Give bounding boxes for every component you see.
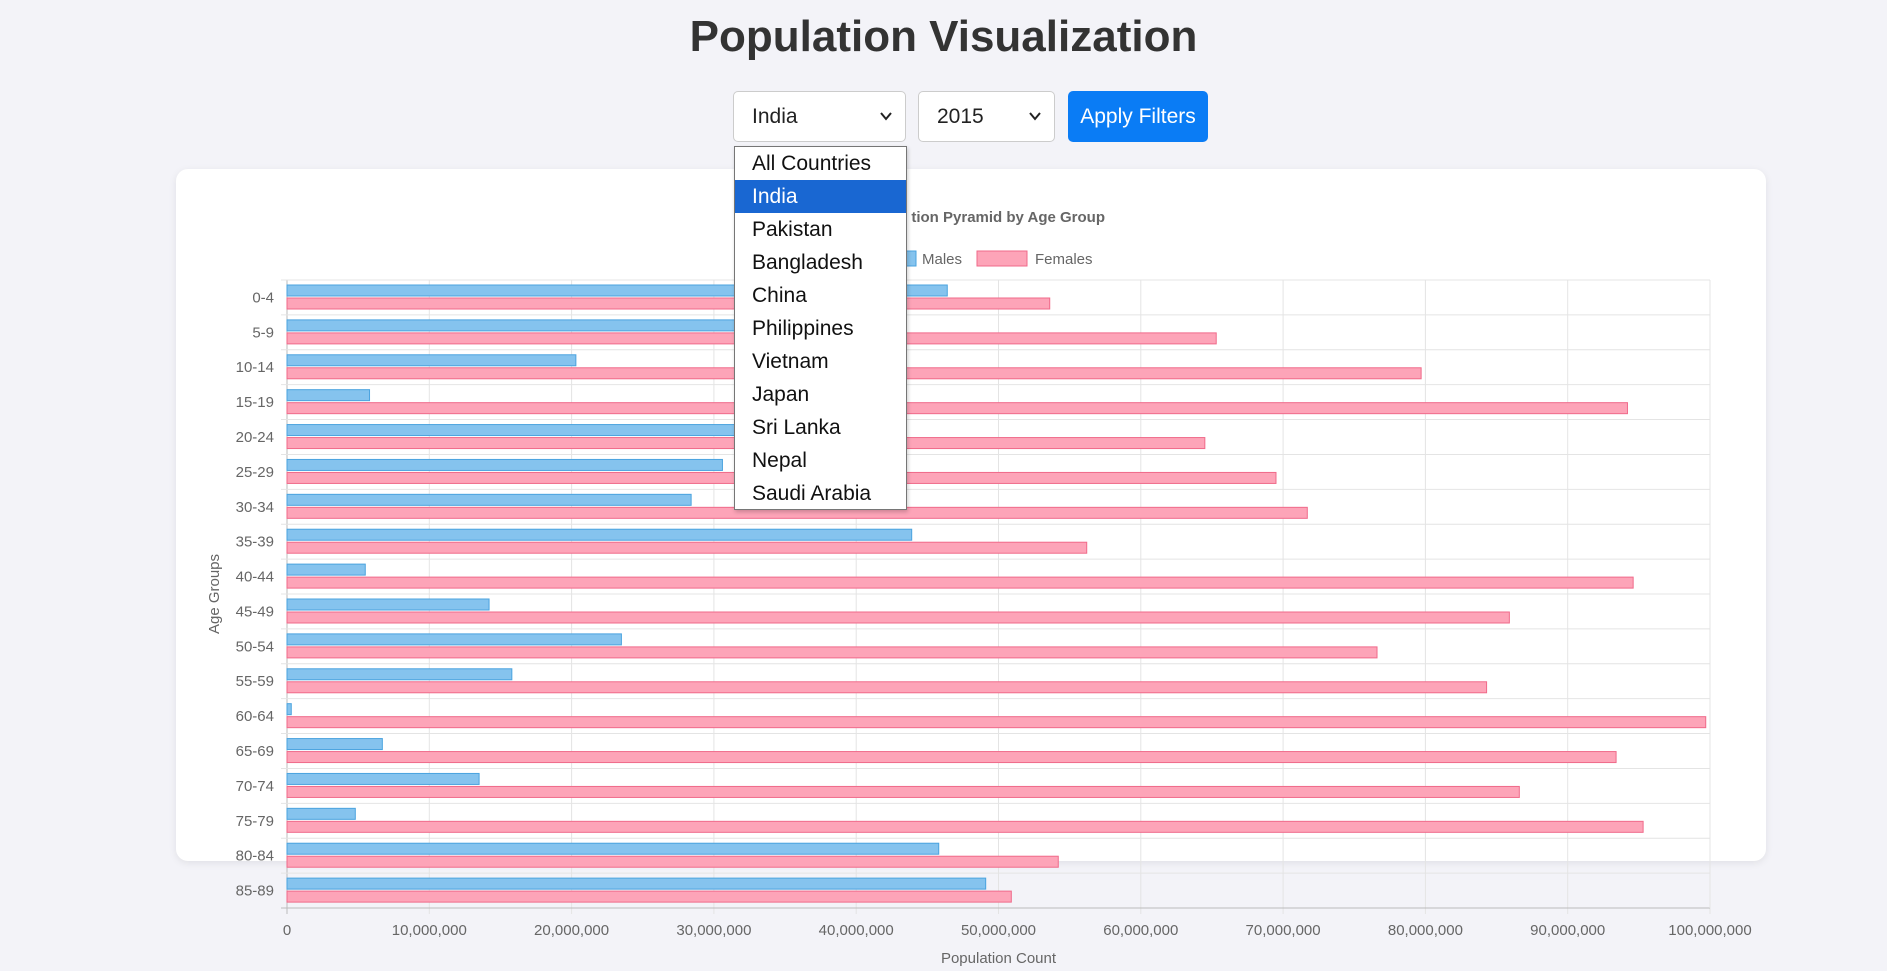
female-bar	[286, 611, 1510, 624]
male-bar	[286, 807, 356, 820]
y-tick-label: 20-24	[236, 429, 274, 446]
x-tick-label: 90,000,000	[1530, 922, 1605, 939]
y-tick-label: 50-54	[236, 638, 274, 655]
x-tick-label: 20,000,000	[534, 922, 609, 939]
male-bar	[286, 703, 292, 716]
male-bar	[286, 319, 800, 332]
male-bar	[286, 668, 513, 681]
chart-title: tion Pyramid by Age Group	[911, 209, 1105, 226]
x-tick-label: 10,000,000	[392, 922, 467, 939]
y-tick-label: 5-9	[252, 324, 274, 341]
male-bar	[286, 877, 987, 890]
country-option[interactable]: Pakistan	[752, 218, 833, 241]
country-option[interactable]: Bangladesh	[752, 251, 863, 274]
y-tick-label: 85-89	[236, 883, 274, 900]
male-bar	[286, 563, 366, 576]
y-tick-label: 75-79	[236, 813, 274, 830]
country-option[interactable]: Philippines	[752, 317, 854, 340]
country-select-value: India	[752, 104, 798, 128]
male-bar	[286, 738, 383, 751]
country-option[interactable]: Japan	[752, 383, 810, 406]
country-option[interactable]: All Countries	[752, 152, 872, 175]
country-dropdown-list[interactable]: All Countries India Pakistan Bangladesh …	[734, 146, 907, 510]
chevron-down-icon	[880, 112, 892, 121]
y-tick-label: 35-39	[236, 534, 274, 551]
y-tick-label: 0-4	[252, 289, 274, 306]
x-tick-label: 60,000,000	[1103, 922, 1178, 939]
x-tick-label: 0	[283, 922, 291, 939]
male-bar	[286, 389, 371, 402]
country-option[interactable]: Vietnam	[752, 350, 829, 373]
chevron-down-icon	[1029, 112, 1041, 121]
female-bar	[286, 716, 1707, 729]
male-bar	[286, 424, 772, 437]
x-tick-label: 50,000,000	[961, 922, 1036, 939]
page-title: Population Visualization	[689, 12, 1198, 61]
x-tick-label: 70,000,000	[1246, 922, 1321, 939]
country-option[interactable]: Saudi Arabia	[752, 482, 872, 505]
y-axis-title: Age Groups	[206, 554, 223, 634]
female-bar	[286, 751, 1617, 764]
y-tick-label: 10-14	[236, 359, 274, 376]
year-select[interactable]: 2015	[918, 91, 1055, 142]
female-bar	[286, 576, 1634, 589]
x-tick-label: 80,000,000	[1388, 922, 1463, 939]
legend-label-females: Females	[1035, 251, 1093, 268]
country-option-selected[interactable]: India	[735, 180, 906, 213]
female-bar	[286, 541, 1088, 554]
country-option[interactable]: China	[752, 284, 807, 307]
female-bar	[286, 402, 1628, 415]
y-tick-label: 25-29	[236, 464, 274, 481]
y-tick-label: 65-69	[236, 743, 274, 760]
male-bar	[286, 633, 622, 646]
female-bar	[286, 855, 1059, 868]
y-tick-label: 80-84	[236, 848, 274, 865]
y-tick-label: 60-64	[236, 708, 274, 725]
country-option[interactable]: Nepal	[752, 449, 807, 472]
male-bar	[286, 284, 948, 297]
legend-label-males: Males	[922, 251, 962, 268]
legend-swatch-females	[976, 250, 1028, 267]
female-bar	[286, 297, 1051, 310]
country-option[interactable]: Sri Lanka	[752, 416, 841, 439]
male-bar	[286, 493, 692, 506]
country-select[interactable]: India	[733, 91, 906, 142]
female-bar	[286, 785, 1520, 798]
apply-filters-button[interactable]: Apply Filters	[1068, 91, 1208, 142]
male-bar	[286, 772, 480, 785]
x-tick-label: 100,000,000	[1668, 922, 1751, 939]
male-bar	[286, 598, 490, 611]
male-bar	[286, 528, 913, 541]
female-bar	[286, 820, 1644, 833]
x-tick-label: 40,000,000	[819, 922, 894, 939]
y-tick-label: 15-19	[236, 394, 274, 411]
year-select-value: 2015	[937, 104, 984, 128]
y-tick-label: 70-74	[236, 778, 274, 795]
y-tick-label: 30-34	[236, 499, 274, 516]
male-bar	[286, 458, 723, 471]
male-bar	[286, 842, 940, 855]
x-tick-label: 30,000,000	[676, 922, 751, 939]
y-tick-label: 45-49	[236, 603, 274, 620]
filter-controls: India 2015 Apply Filters	[0, 91, 1887, 144]
x-axis-title: Population Count	[941, 950, 1057, 967]
female-bar	[286, 890, 1012, 903]
female-bar	[286, 681, 1488, 694]
female-bar	[286, 646, 1378, 659]
y-tick-label: 40-44	[236, 569, 274, 586]
y-tick-label: 55-59	[236, 673, 274, 690]
male-bar	[286, 354, 577, 367]
